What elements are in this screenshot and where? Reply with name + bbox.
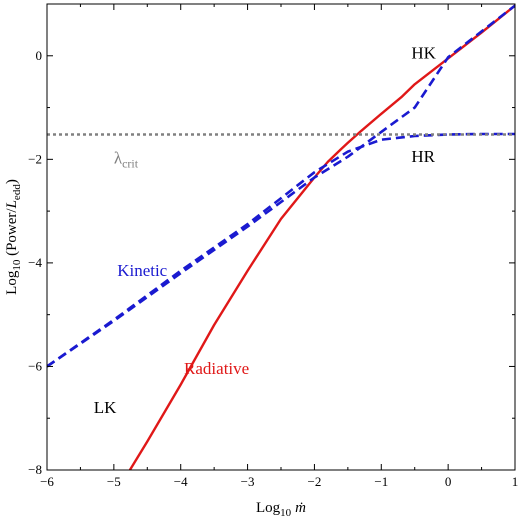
annotation-text: Kinetic bbox=[117, 261, 167, 280]
x-tick-label: −3 bbox=[241, 474, 255, 489]
x-tick-label: −5 bbox=[107, 474, 121, 489]
annotation-text: HK bbox=[411, 43, 436, 62]
annotation-hk: HK bbox=[411, 43, 436, 62]
annotation-subscript: crit bbox=[122, 156, 139, 170]
y-axis-title-varsub: edd bbox=[11, 184, 23, 200]
annotation-: λcrit bbox=[114, 148, 139, 170]
annotation-text: LK bbox=[94, 398, 117, 417]
x-tick-label: −6 bbox=[40, 474, 54, 489]
series-line-0 bbox=[128, 4, 515, 470]
y-axis-title: Log10 (Power/Ledd) bbox=[4, 179, 23, 295]
x-tick-label: 1 bbox=[512, 474, 519, 489]
x-tick-label: −4 bbox=[174, 474, 188, 489]
annotation-lk: LK bbox=[94, 398, 117, 417]
annotation-kinetic: Kinetic bbox=[117, 261, 167, 280]
y-axis-title-sub: 10 bbox=[11, 259, 23, 271]
annotation-text: λ bbox=[114, 148, 123, 167]
x-axis-title: Log10 ṁ bbox=[256, 500, 306, 519]
series-line-2 bbox=[47, 132, 515, 368]
series-layer bbox=[47, 4, 515, 470]
plot-frame bbox=[46, 3, 516, 471]
annotation-hr: HR bbox=[411, 147, 435, 166]
series-line-1 bbox=[47, 4, 515, 368]
y-tick-label: −6 bbox=[28, 358, 42, 373]
x-axis-title-prefix: Log bbox=[256, 500, 281, 516]
x-axis-title-var: ṁ bbox=[295, 500, 306, 516]
annotation-text: HR bbox=[411, 147, 435, 166]
x-tick-label: 0 bbox=[445, 474, 452, 489]
y-tick-label: −4 bbox=[28, 255, 42, 270]
y-axis-title-var: L bbox=[4, 200, 20, 209]
y-tick-label: −8 bbox=[28, 462, 42, 477]
y-tick-label: −2 bbox=[28, 151, 42, 166]
y-tick-label: 0 bbox=[36, 48, 43, 63]
annotations-layer: HK HR LK Kinetic Radiative λcrit bbox=[94, 43, 437, 417]
y-axis-title-open: (Power/ bbox=[4, 208, 20, 260]
x-axis-title-sub: 10 bbox=[280, 507, 292, 519]
x-tick-label: −1 bbox=[374, 474, 388, 489]
ticks-layer: −6 −5 −4 −3 −2 −1 0 1−8−6−4−20 bbox=[28, 4, 518, 489]
x-tick-label: −2 bbox=[308, 474, 322, 489]
annotation-text: Radiative bbox=[184, 359, 249, 378]
annotation-radiative: Radiative bbox=[184, 359, 249, 378]
y-axis-title-prefix: Log bbox=[4, 270, 20, 295]
y-axis-title-close: ) bbox=[4, 179, 20, 184]
